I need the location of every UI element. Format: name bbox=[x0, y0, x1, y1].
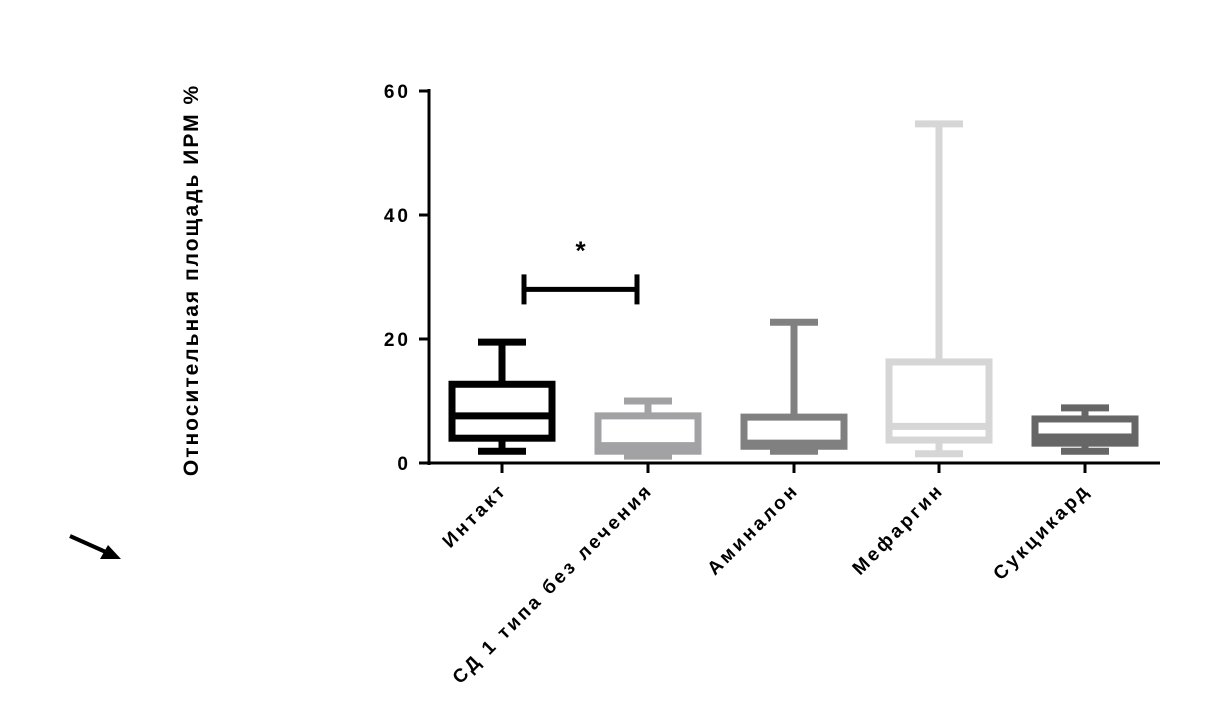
x-tick-label: Интакт bbox=[439, 480, 512, 553]
y-tick-label: 20 bbox=[384, 330, 411, 351]
x-tick-label: Сукцикард bbox=[990, 480, 1095, 585]
x-tick-label: Мефаргин bbox=[849, 480, 949, 580]
box-1 bbox=[448, 338, 556, 455]
box-iqr bbox=[448, 380, 556, 442]
significance-annotations: * bbox=[521, 235, 640, 305]
box-4 bbox=[885, 120, 993, 458]
box-2 bbox=[594, 397, 702, 460]
boxes bbox=[448, 120, 1139, 460]
x-tick-label: Аминалон bbox=[704, 480, 804, 580]
y-tick-label: 60 bbox=[384, 82, 411, 103]
y-tick-label: 0 bbox=[397, 454, 411, 475]
y-tick-label: 40 bbox=[384, 206, 411, 227]
significance-star: * bbox=[575, 235, 586, 265]
box-5 bbox=[1031, 404, 1139, 455]
y-axis-label: Относительная площадь ИРМ % bbox=[180, 84, 203, 476]
box-3 bbox=[740, 318, 848, 455]
arrow-down-right-icon bbox=[69, 534, 121, 559]
